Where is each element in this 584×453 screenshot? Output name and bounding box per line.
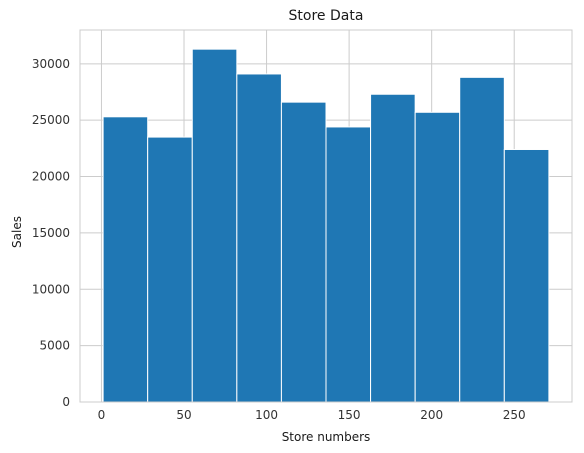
y-tick-label: 25000 — [32, 113, 70, 127]
histogram-bar — [102, 116, 149, 403]
x-tick-label: 200 — [420, 408, 443, 422]
y-tick-label: 0 — [62, 395, 70, 409]
plot-area-border — [79, 29, 573, 403]
x-tick-label: 100 — [255, 408, 278, 422]
histogram-bar — [325, 126, 372, 403]
y-tick-label: 30000 — [32, 57, 70, 71]
y-tick-label: 20000 — [32, 170, 70, 184]
x-tick-labels: 0 50 100 150 200 250 — [98, 408, 526, 422]
y-tick-label: 10000 — [32, 282, 70, 296]
histogram-bar — [370, 93, 416, 403]
x-axis-label: Store numbers — [282, 430, 371, 444]
histogram-bar — [280, 101, 327, 403]
y-tick-labels: 0 5000 10000 15000 20000 25000 30000 — [32, 57, 70, 409]
x-tick-label: 0 — [98, 408, 106, 422]
y-tick-label: 5000 — [39, 339, 70, 353]
histogram-bar — [191, 48, 238, 403]
histogram-bar — [414, 111, 461, 403]
x-tick-label: 250 — [503, 408, 526, 422]
histogram-bar — [503, 148, 550, 403]
histogram-bar — [236, 73, 282, 403]
histogram-bar — [147, 136, 193, 403]
histogram-bar — [459, 76, 505, 403]
x-tick-label: 150 — [338, 408, 361, 422]
y-tick-label: 15000 — [32, 226, 70, 240]
x-tick-label: 50 — [176, 408, 191, 422]
axes-frame — [79, 29, 573, 403]
y-axis-label: Sales — [10, 216, 24, 248]
bars — [102, 48, 550, 403]
chart-title: Store Data — [289, 8, 364, 24]
